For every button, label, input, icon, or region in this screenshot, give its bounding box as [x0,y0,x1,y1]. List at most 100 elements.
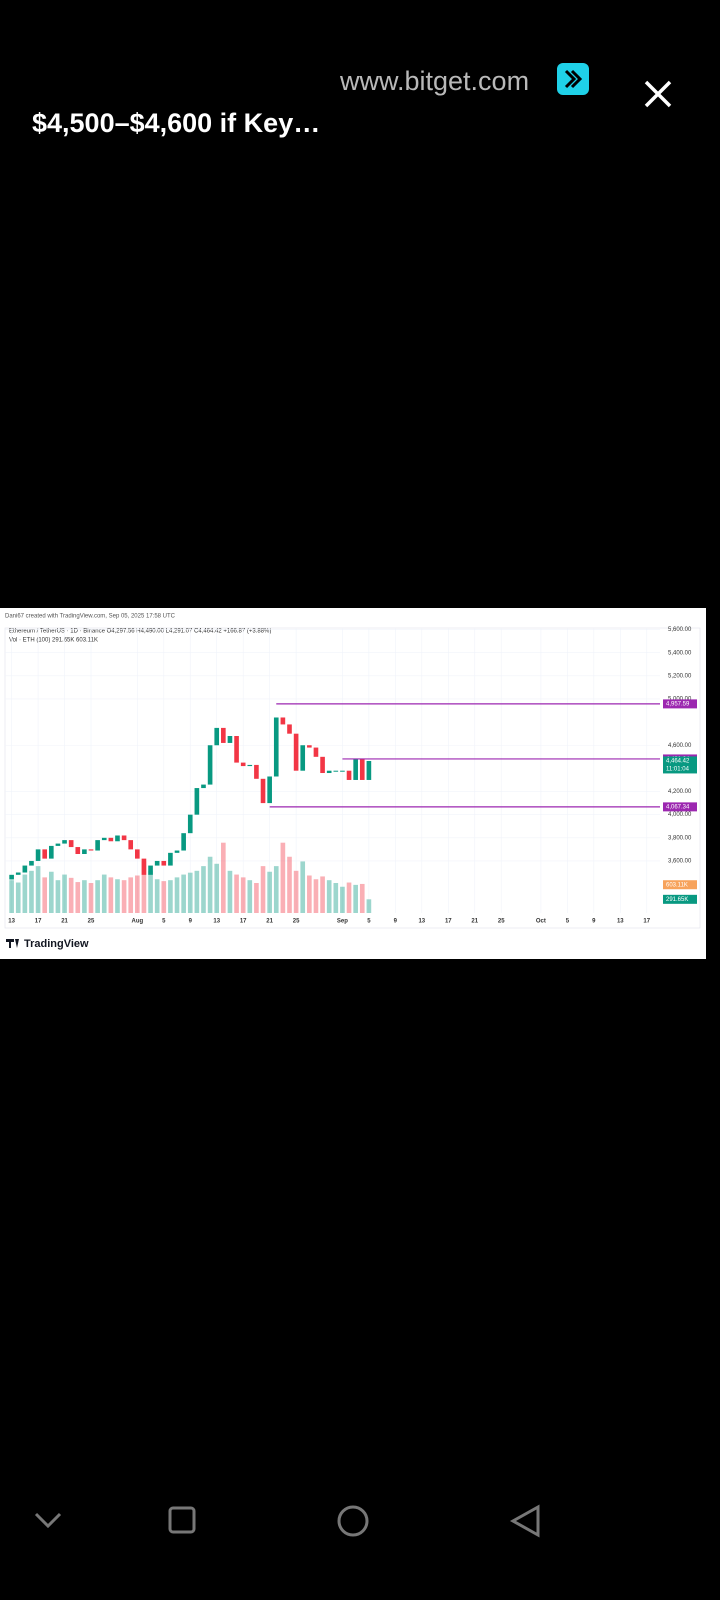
x-tick-label: Aug [131,919,143,925]
volume-bar [88,883,94,913]
volume-bar [359,883,365,913]
volume-bar [154,879,160,913]
candle-body [234,736,239,763]
nav-bar [34,1504,540,1538]
x-tick-label: 9 [189,919,193,925]
volume-bar [68,877,74,913]
candle-body [141,858,147,875]
level-tag [663,802,697,812]
nav-recent[interactable] [168,1506,196,1534]
x-tick-label: 13 [213,919,220,925]
candle-body [293,733,299,771]
candle-body [154,860,160,866]
volume-bar [227,870,233,913]
candle-body [68,840,74,848]
y-tick-label: 5,600.00 [668,627,692,633]
volume-bar [29,870,34,913]
x-tick-label: 21 [471,919,478,925]
x-tick-label: 25 [293,919,300,925]
nav-back[interactable] [509,1504,540,1538]
candle-body [174,850,180,853]
candle-body [55,843,61,846]
volume-bar [75,882,81,913]
volume-bar [214,863,220,913]
candle-body [214,727,220,746]
level-tag [663,699,697,709]
close-button[interactable] [642,78,674,110]
candle-body [101,837,107,841]
y-tick-label: 4,200.00 [668,789,692,795]
volume-bar [128,877,134,913]
volume-bar [346,882,352,913]
candle-body [300,745,306,771]
candle-body [240,762,246,767]
volume-bar [55,880,61,913]
candle-body [273,717,279,777]
candle-body [254,764,259,779]
bitget-logo[interactable] [557,63,589,95]
volume-bar [161,881,167,913]
candle-body [313,747,319,757]
volume-bar [174,877,180,913]
candle-body [187,814,193,834]
volume-bar [240,877,246,913]
volume-tag [663,880,697,890]
candle-body [221,727,226,743]
volume-bar [353,884,358,913]
candle-body [168,852,173,866]
candle-body [148,865,153,875]
volume-bar [293,870,299,913]
candle-body [326,770,332,774]
x-tick-label: 17 [445,919,452,925]
candle-body [307,745,312,748]
level-label: 4,957.59 [666,701,690,707]
brand: TradingView [24,938,89,950]
x-tick-label: 9 [592,919,596,925]
volume-bar [108,877,114,913]
candle-body [247,764,253,767]
candle-body [128,840,134,850]
candle-body [115,835,120,842]
candle-body [161,860,167,866]
price-timer: 11:01:04 [666,767,690,773]
candle-body [201,784,206,789]
x-tick-label: 9 [394,919,398,925]
x-tick-label: 21 [266,919,273,925]
volume-bar [201,866,206,913]
volume-bar [333,883,339,913]
volume-bar [35,866,41,913]
y-tick-label: 5,400.00 [668,650,692,656]
volume-bar [9,880,14,913]
volume-bar [366,899,372,913]
credit: Dani67 created with TradingView.com, Sep… [5,614,176,620]
volume-bar [194,870,200,913]
candle-body [95,840,100,851]
candle-body [287,724,292,734]
nav-down[interactable] [34,1512,62,1529]
candle-body [207,745,213,785]
candle-body [42,849,48,859]
volume-bar [62,874,67,913]
candle-body [121,835,127,841]
volume-bar [260,866,266,913]
volume-bar [273,866,279,913]
x-tick-label: 5 [367,919,371,925]
volume-bar [141,861,147,913]
candle-body [75,847,81,854]
volume-bar [42,877,48,913]
candle-body [135,849,140,859]
volume-bar [135,875,140,913]
x-tick-label: 17 [35,919,42,925]
y-tick-label: 4,000.00 [668,812,692,818]
candle-body [82,849,87,854]
volume-bar [313,879,319,913]
volume-bar [101,874,107,913]
volume-bar [48,871,54,913]
candle-body [88,849,94,851]
volume-bar [300,861,306,913]
nav-home[interactable] [337,1505,369,1537]
volume-bar [207,856,213,913]
volume-bar [267,871,272,913]
volume-bar [247,880,253,913]
candle-body [260,778,266,804]
